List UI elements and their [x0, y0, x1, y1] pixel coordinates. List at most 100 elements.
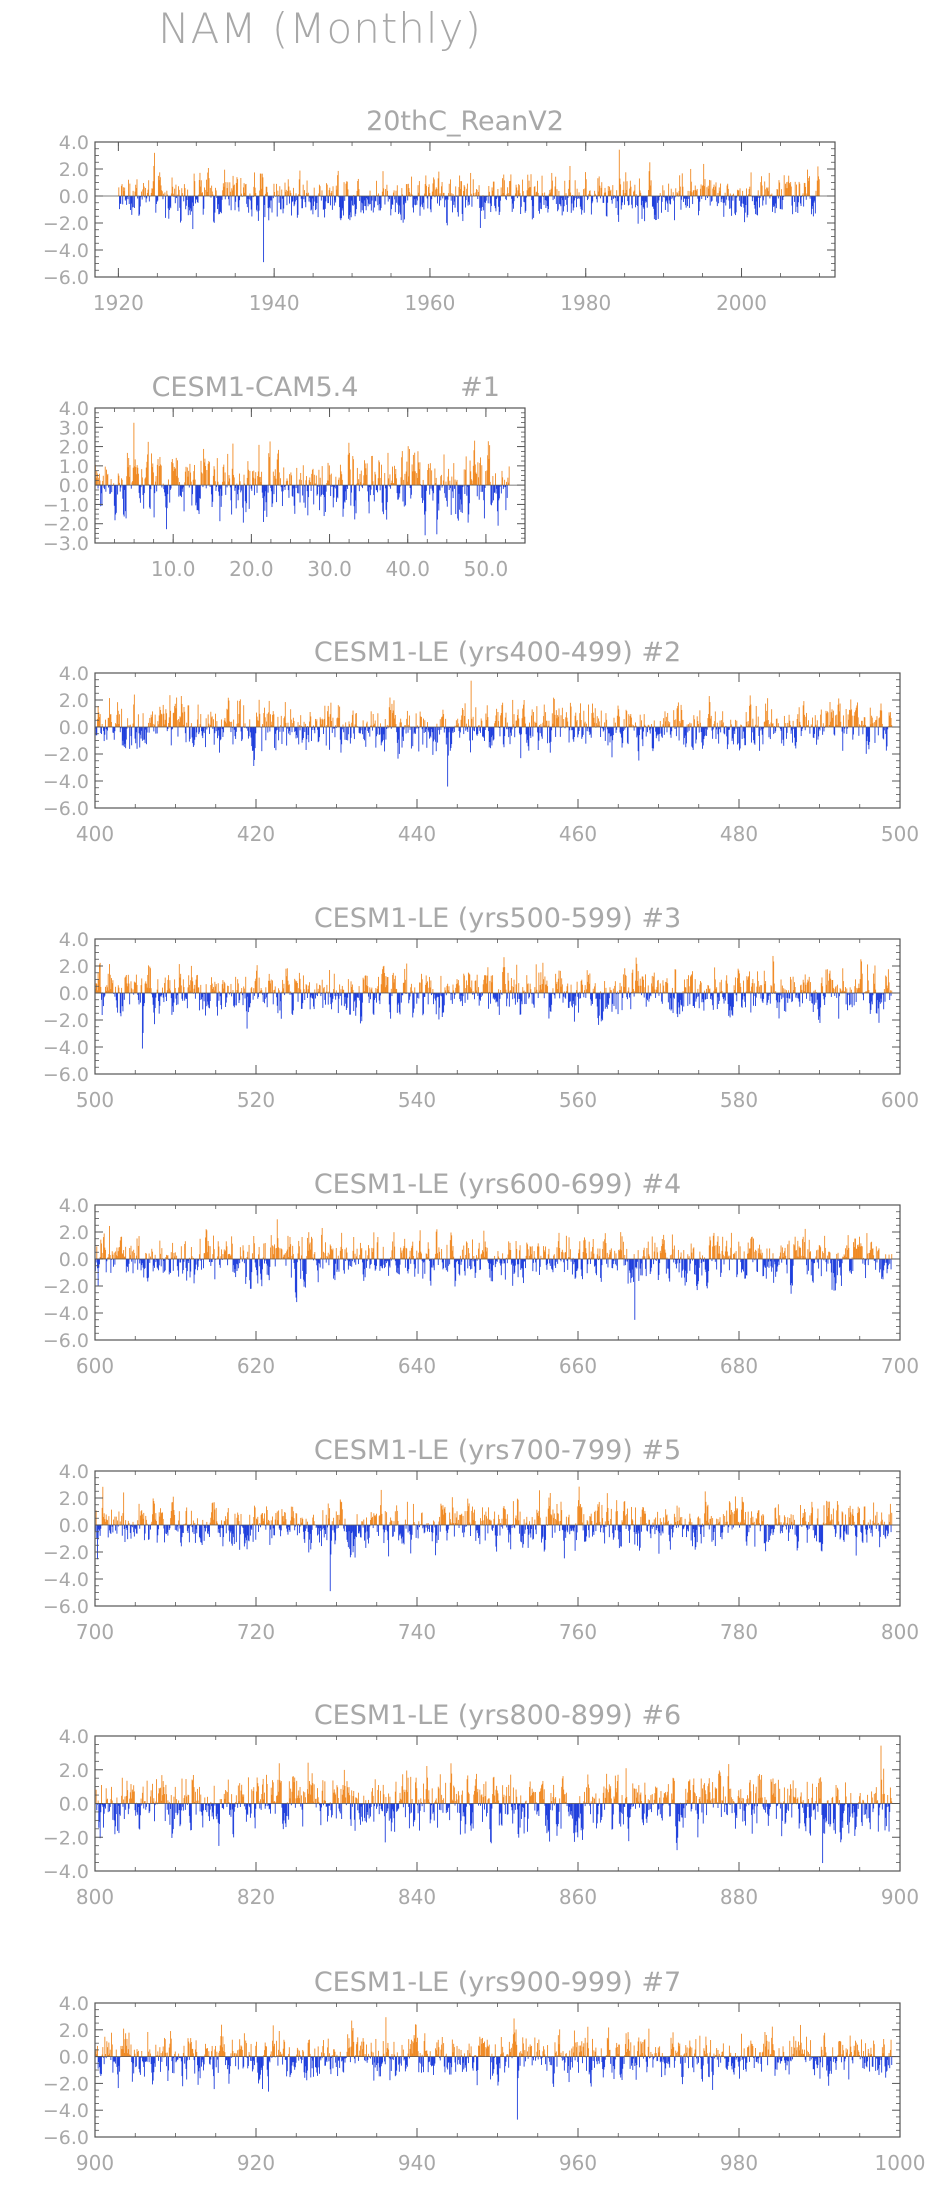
- bar: [221, 719, 223, 727]
- bar: [760, 727, 762, 731]
- bar: [415, 196, 416, 206]
- bar: [223, 1249, 225, 1259]
- bar: [470, 471, 472, 486]
- bar: [221, 1259, 223, 1261]
- bar: [370, 993, 371, 1000]
- bar: [446, 196, 448, 223]
- bar: [392, 713, 394, 727]
- bar: [124, 1256, 126, 1259]
- bar: [307, 1250, 309, 1259]
- bar: [337, 485, 339, 499]
- bar: [641, 196, 643, 219]
- bar: [529, 727, 531, 736]
- bar: [529, 187, 531, 196]
- bar: [122, 1254, 124, 1259]
- bar: [180, 485, 182, 496]
- bar: [830, 978, 832, 993]
- bar: [651, 196, 653, 207]
- bar: [607, 993, 609, 1004]
- bar: [729, 993, 731, 1018]
- bar: [158, 715, 160, 727]
- bar: [184, 727, 186, 734]
- bar: [366, 723, 367, 727]
- bar: [144, 727, 146, 744]
- bar: [379, 1259, 381, 1271]
- bar: [295, 727, 297, 739]
- bar: [742, 196, 744, 204]
- bar: [192, 981, 194, 993]
- bar: [159, 172, 161, 196]
- bar: [134, 191, 136, 196]
- bar: [844, 991, 846, 993]
- bar: [328, 1259, 330, 1266]
- bar: [136, 465, 138, 486]
- bar: [492, 993, 494, 999]
- bar: [109, 1225, 110, 1259]
- bar: [609, 727, 611, 743]
- bar: [230, 727, 232, 733]
- bar: [512, 196, 514, 204]
- bar: [368, 485, 370, 514]
- bar: [197, 485, 199, 511]
- bar: [170, 485, 172, 489]
- bar: [269, 727, 271, 732]
- bar: [600, 196, 601, 199]
- bar: [479, 196, 481, 228]
- bar: [805, 186, 807, 196]
- bar: [545, 720, 547, 727]
- bar: [805, 716, 807, 727]
- bar: [714, 721, 716, 727]
- bar: [338, 477, 340, 486]
- bar: [347, 727, 349, 735]
- bar: [636, 727, 638, 738]
- bar: [430, 727, 432, 738]
- bar: [825, 969, 827, 993]
- bar: [476, 990, 477, 993]
- bar: [462, 196, 464, 222]
- bar: [302, 1259, 304, 1271]
- bar: [635, 957, 637, 993]
- bar: [663, 985, 665, 993]
- bar: [356, 467, 358, 486]
- bar: [425, 727, 427, 729]
- bar: [431, 727, 432, 730]
- bar: [128, 1259, 130, 1264]
- bar: [268, 980, 269, 993]
- bar: [633, 988, 634, 993]
- bar: [768, 172, 770, 196]
- bar: [518, 718, 520, 727]
- bar: [445, 990, 447, 993]
- bar: [603, 192, 605, 196]
- bar: [888, 982, 890, 993]
- bar: [514, 993, 516, 1005]
- bar: [769, 727, 771, 740]
- bar: [506, 993, 508, 999]
- bar: [483, 196, 485, 211]
- bar: [181, 993, 183, 999]
- bar: [573, 727, 575, 737]
- bar: [882, 993, 884, 995]
- bar: [367, 485, 369, 492]
- bar: [389, 196, 390, 200]
- bar: [298, 727, 300, 745]
- bar: [412, 196, 414, 208]
- bar: [618, 990, 620, 993]
- bar: [369, 727, 371, 737]
- bar: [775, 718, 777, 727]
- bar: [381, 1259, 383, 1268]
- bar: [658, 993, 660, 996]
- bar: [621, 727, 623, 748]
- bar: [350, 485, 352, 506]
- bar: [771, 723, 773, 727]
- bar: [651, 724, 653, 727]
- bar: [869, 993, 871, 1014]
- bar: [679, 186, 681, 196]
- bar: [155, 993, 157, 998]
- bar: [396, 727, 398, 733]
- bar: [413, 196, 414, 213]
- bar: [687, 190, 689, 196]
- bar: [345, 485, 347, 500]
- bar: [176, 720, 178, 727]
- bar: [653, 976, 655, 993]
- bar: [371, 196, 373, 201]
